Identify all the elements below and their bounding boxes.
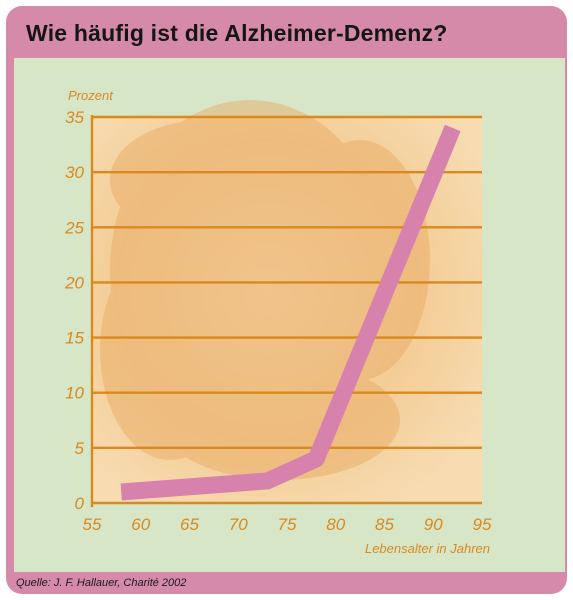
grid-lines xyxy=(90,115,482,507)
x-tick-label: 55 xyxy=(83,515,102,534)
portrait-shade xyxy=(160,360,400,480)
x-tick-label: 65 xyxy=(180,515,199,534)
x-tick-label: 85 xyxy=(375,515,394,534)
series-line xyxy=(120,124,461,501)
x-tick-label: 90 xyxy=(424,515,443,534)
y-tick-label: 30 xyxy=(65,163,84,182)
source-note: Quelle: J. F. Hallauer, Charité 2002 xyxy=(16,577,187,589)
x-tick-label: 95 xyxy=(473,515,492,534)
x-tick-labels: 55 60 65 70 75 80 85 90 95 xyxy=(83,515,492,534)
y-axis-label: Prozent xyxy=(68,88,114,103)
y-tick-label: 10 xyxy=(65,384,84,403)
portrait-shade xyxy=(100,240,240,460)
y-tick-labels: 0 5 10 15 20 25 30 35 xyxy=(64,108,84,513)
chart-title: Wie häufig ist die Alzheimer-Demenz? xyxy=(26,20,448,46)
y-tick-label: 35 xyxy=(65,108,84,127)
y-tick-label: 0 xyxy=(75,494,85,513)
series-group xyxy=(120,124,461,501)
portrait-shade xyxy=(110,100,390,440)
portrait-photo xyxy=(100,100,430,480)
y-tick-label: 20 xyxy=(64,273,84,292)
x-tick-label: 60 xyxy=(131,515,150,534)
y-tick-label: 5 xyxy=(75,439,85,458)
portrait-shade xyxy=(110,120,300,240)
x-tick-label: 80 xyxy=(326,515,345,534)
plot-background xyxy=(92,117,482,503)
x-tick-label: 75 xyxy=(278,515,297,534)
y-tick-label: 15 xyxy=(65,329,84,348)
x-axis-label: Lebensalter in Jahren xyxy=(365,541,490,556)
portrait-shade xyxy=(290,140,430,380)
x-tick-label: 70 xyxy=(229,515,248,534)
y-tick-label: 25 xyxy=(64,218,84,237)
